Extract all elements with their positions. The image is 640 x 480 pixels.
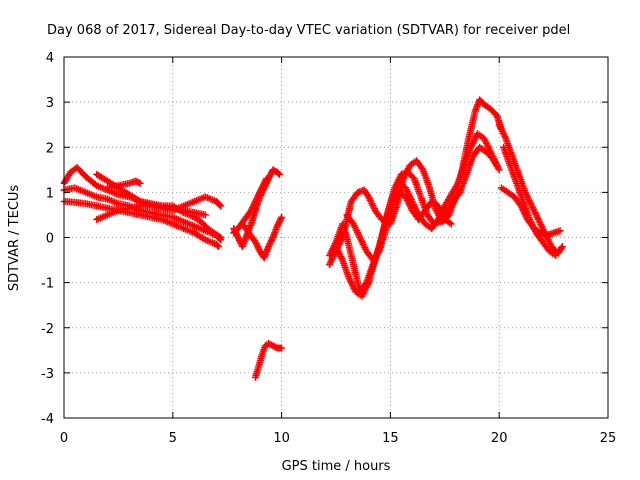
data-point xyxy=(557,244,565,252)
y-tick-label: -4 xyxy=(41,412,54,427)
data-point xyxy=(217,202,225,210)
data-point xyxy=(262,175,270,183)
data-point xyxy=(494,164,502,172)
y-tick-label: 3 xyxy=(46,96,54,111)
data-point xyxy=(214,243,222,251)
data-point xyxy=(216,235,224,243)
data-point xyxy=(217,236,225,244)
data-point xyxy=(213,241,221,249)
data-point xyxy=(216,201,224,209)
y-tick-label: -3 xyxy=(41,367,54,382)
y-tick-label: 1 xyxy=(46,186,54,201)
series-trace-6 xyxy=(104,177,144,192)
data-point xyxy=(268,235,276,243)
data-point xyxy=(201,211,209,219)
series-trace-9 xyxy=(238,213,286,262)
y-tick-label: 0 xyxy=(46,232,54,247)
x-axis-label: GPS time / hours xyxy=(282,459,391,474)
x-tick-labels: 0 5 10 15 20 25 xyxy=(60,431,616,446)
x-tick-label: 0 xyxy=(60,431,68,446)
series-trace-10 xyxy=(251,340,286,381)
data-point xyxy=(278,213,286,221)
series-trace-14 xyxy=(343,188,455,264)
data-point xyxy=(556,227,564,235)
x-tick-label: 20 xyxy=(491,431,508,446)
data-point xyxy=(552,252,560,260)
y-tick-label: -2 xyxy=(41,322,54,337)
data-point xyxy=(136,179,144,187)
data-point xyxy=(262,176,270,184)
data-point xyxy=(278,344,286,352)
series-trace-17 xyxy=(500,143,560,260)
x-tick-label: 15 xyxy=(382,431,399,446)
data-point xyxy=(495,166,503,174)
axis-ticks xyxy=(63,56,609,419)
series-trace-8 xyxy=(230,175,270,237)
data-point xyxy=(277,215,285,223)
data-point xyxy=(447,220,455,228)
data-point xyxy=(275,170,283,178)
series-trace-16 xyxy=(497,184,564,239)
data-point xyxy=(558,243,566,251)
y-tick-label: -1 xyxy=(41,277,54,292)
chart-title: Day 068 of 2017, Sidereal Day-to-day VTE… xyxy=(47,23,570,38)
x-tick-label: 5 xyxy=(169,431,177,446)
data-point xyxy=(135,179,143,187)
y-axis-label: SDTVAR / TECUs xyxy=(7,185,22,292)
x-tick-label: 25 xyxy=(600,431,617,446)
y-tick-labels: -4 -3 -2 -1 0 1 2 3 4 xyxy=(41,51,54,427)
data-point xyxy=(374,249,382,257)
data-point xyxy=(446,219,454,227)
y-tick-label: 2 xyxy=(46,141,54,156)
data-series xyxy=(60,96,566,381)
y-tick-label: 4 xyxy=(46,51,54,66)
series-trace-5 xyxy=(93,201,209,223)
data-point xyxy=(550,250,558,258)
x-tick-label: 10 xyxy=(273,431,290,446)
data-point xyxy=(274,169,282,177)
